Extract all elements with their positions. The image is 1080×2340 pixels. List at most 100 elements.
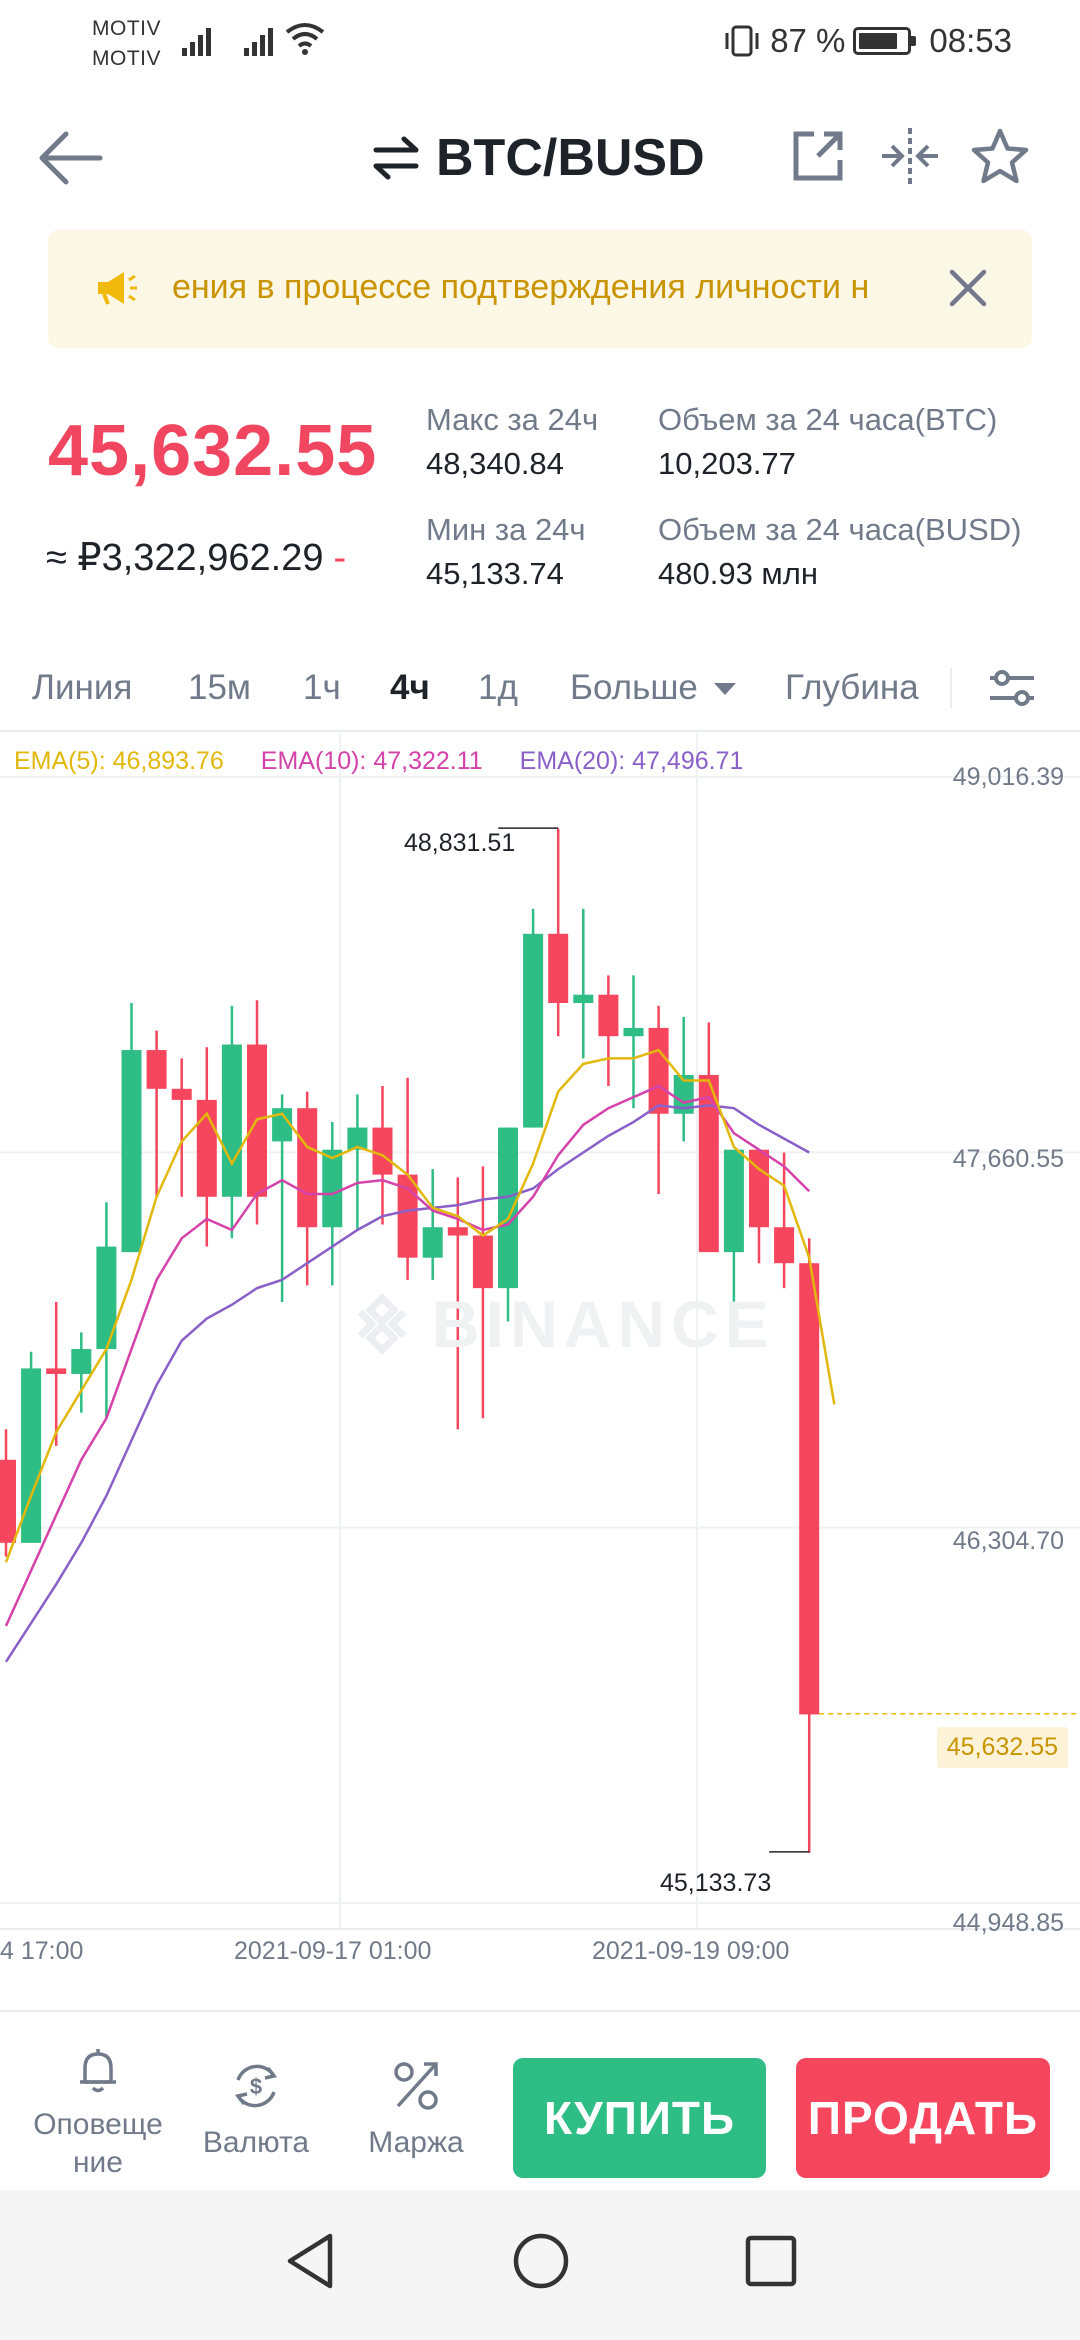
x-tick-label: 2021-09-17 01:00 bbox=[234, 1937, 432, 1965]
bottom-action-bar: Оповеще ние $ Валюта Маржа КУПИТЬ ПРОДАТ… bbox=[0, 2010, 1080, 2190]
battery-percent: 87 % bbox=[770, 22, 846, 59]
alert-button[interactable]: Оповеще ние bbox=[30, 2046, 166, 2182]
external-link-icon[interactable] bbox=[788, 126, 848, 186]
close-icon[interactable] bbox=[946, 266, 990, 310]
candle-body bbox=[221, 1044, 242, 1197]
watermark-text: BINANCE bbox=[432, 1287, 775, 1361]
notice-text: ения в процессе подтверждения личности н bbox=[172, 268, 870, 306]
tab-1h[interactable]: 1ч bbox=[303, 668, 341, 707]
system-nav-bar bbox=[0, 2190, 1080, 2340]
nav-home-icon[interactable] bbox=[510, 2230, 572, 2292]
candle-body bbox=[347, 1127, 368, 1150]
candle-body bbox=[146, 1050, 167, 1089]
candle-body bbox=[774, 1227, 795, 1264]
ema10-line bbox=[4, 1084, 811, 1627]
candle-body bbox=[723, 1149, 744, 1253]
y-tick-label: 49,016.39 bbox=[952, 763, 1064, 791]
candle-body bbox=[648, 1027, 669, 1114]
stat-volume-btc-value: 10,203.77 bbox=[658, 446, 796, 481]
chart-canvas[interactable] bbox=[0, 733, 1080, 1985]
stat-volume-busd: Объем за 24 часа(BUSD) 480.93 млн bbox=[658, 508, 1021, 596]
alert-label-1: Оповеще bbox=[33, 2108, 163, 2141]
candle-body bbox=[523, 933, 544, 1128]
stat-high-label: Макс за 24ч bbox=[426, 402, 599, 437]
high-annotation: 48,831.51 bbox=[404, 829, 516, 857]
candle-body bbox=[121, 1050, 142, 1253]
stat-volume-busd-label: Объем за 24 часа(BUSD) bbox=[658, 512, 1022, 547]
stat-volume-busd-value: 480.93 млн bbox=[658, 556, 818, 591]
candle-body bbox=[548, 933, 569, 1003]
candle-body bbox=[598, 994, 619, 1037]
y-tick-label: 44,948.85 bbox=[952, 1909, 1064, 1937]
candle-body bbox=[422, 1227, 443, 1258]
battery-icon bbox=[853, 27, 917, 55]
candles bbox=[0, 828, 820, 1853]
nav-recents-icon[interactable] bbox=[742, 2232, 800, 2290]
currency-button[interactable]: $ Валюта bbox=[196, 2058, 316, 2162]
tab-4h[interactable]: 4ч bbox=[390, 668, 430, 707]
price-fiat-value: ≈ ₽3,322,962.29 bbox=[46, 537, 324, 579]
vibrate-icon bbox=[725, 25, 759, 57]
tabs-divider bbox=[0, 730, 1080, 732]
candle-body bbox=[447, 1227, 468, 1236]
ema5-label: EMA(5): 46,893.76 bbox=[14, 747, 224, 775]
carrier-2: MOTIV bbox=[92, 47, 161, 70]
binance-logo-icon bbox=[357, 1293, 407, 1355]
star-icon[interactable] bbox=[968, 126, 1032, 188]
percent-icon bbox=[394, 2062, 438, 2110]
candle-body bbox=[372, 1127, 393, 1175]
notice-banner[interactable]: ения в процессе подтверждения личности н bbox=[48, 230, 1032, 348]
sell-button[interactable]: ПРОДАТЬ bbox=[796, 2058, 1050, 2178]
signal-icon bbox=[182, 28, 211, 56]
margin-button[interactable]: Маржа bbox=[356, 2058, 476, 2162]
carrier-labels: MOTIV MOTIV bbox=[92, 14, 161, 74]
nav-back-icon[interactable] bbox=[282, 2230, 338, 2292]
low-annotation: 45,133.73 bbox=[660, 1869, 772, 1897]
currency-convert-icon: $ bbox=[234, 2064, 278, 2108]
current-price-tag: 45,632.55 bbox=[936, 1727, 1068, 1768]
candle-body bbox=[71, 1349, 92, 1374]
compare-icon[interactable] bbox=[878, 126, 942, 186]
x-tick-label: 2021-09-19 09:00 bbox=[592, 1937, 790, 1965]
candle-body bbox=[0, 1459, 16, 1543]
candle-body bbox=[673, 1074, 694, 1114]
bell-icon bbox=[80, 2049, 116, 2093]
tab-more-label: Больше bbox=[570, 668, 698, 707]
tab-more[interactable]: Больше bbox=[570, 668, 738, 708]
chart-annotations bbox=[498, 827, 1080, 1853]
candle-body bbox=[322, 1149, 343, 1228]
candle-body bbox=[397, 1174, 418, 1258]
stat-low: Мин за 24ч 45,133.74 bbox=[426, 508, 586, 596]
price-change: - bbox=[333, 537, 347, 579]
candlestick-chart[interactable]: BINANCE EMA(5): 46,893.76 EMA(10): 47,32… bbox=[0, 733, 1080, 1985]
stat-high-value: 48,340.84 bbox=[426, 446, 564, 481]
candle-body bbox=[799, 1263, 820, 1715]
margin-label: Маржа bbox=[368, 2126, 464, 2159]
pair-title: BTC/BUSD bbox=[436, 129, 705, 187]
tab-line[interactable]: Линия bbox=[32, 668, 133, 707]
pair-selector[interactable]: BTC/BUSD bbox=[370, 128, 705, 188]
candle-body bbox=[46, 1368, 67, 1374]
candle-body bbox=[749, 1149, 769, 1228]
candle-body bbox=[698, 1074, 719, 1253]
ema10-label: EMA(10): 47,322.11 bbox=[260, 747, 483, 775]
megaphone-icon bbox=[98, 272, 137, 305]
carrier-1: MOTIV bbox=[92, 17, 161, 40]
candle-body bbox=[472, 1235, 493, 1289]
ema-legend: EMA(5): 46,893.76 EMA(10): 47,322.11 EMA… bbox=[14, 747, 773, 776]
tab-1d[interactable]: 1д bbox=[478, 668, 518, 707]
buy-button[interactable]: КУПИТЬ bbox=[513, 2058, 766, 2178]
alert-label-2: ние bbox=[72, 2146, 123, 2179]
ema-lines bbox=[4, 1048, 836, 1663]
back-arrow-icon[interactable] bbox=[36, 126, 106, 190]
tab-15m[interactable]: 15м bbox=[188, 668, 251, 707]
currency-label: Валюта bbox=[202, 2126, 310, 2159]
candle-body bbox=[171, 1088, 192, 1100]
tab-separator bbox=[950, 668, 952, 708]
stat-volume-btc-label: Объем за 24 часа(BTC) bbox=[658, 402, 998, 437]
settings-sliders-icon[interactable] bbox=[986, 664, 1038, 712]
tab-depth[interactable]: Глубина bbox=[785, 668, 919, 707]
wifi-icon bbox=[285, 23, 325, 55]
y-tick-label: 47,660.55 bbox=[952, 1145, 1064, 1173]
stat-high: Макс за 24ч 48,340.84 bbox=[426, 398, 598, 486]
